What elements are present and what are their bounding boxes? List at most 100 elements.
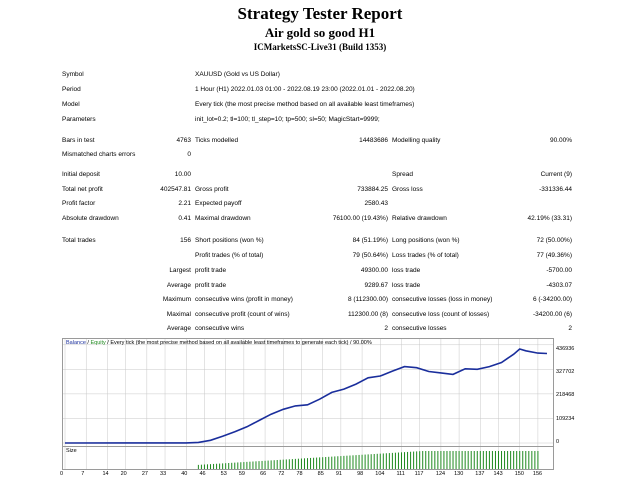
x-tick-label: 111 <box>396 471 405 477</box>
average-profit-value: 9289.67 <box>364 282 389 289</box>
loss-trades-label: Loss trades (% of total) <box>392 252 459 259</box>
size-bar <box>219 463 221 469</box>
size-bar <box>479 451 481 469</box>
size-bar <box>313 457 315 469</box>
mismatch-label: Mismatched charts errors <box>62 151 136 158</box>
size-bar <box>497 451 499 469</box>
net-profit-value: 402547.81 <box>160 186 191 193</box>
size-bar <box>370 454 372 469</box>
size-bar <box>428 451 430 469</box>
size-bar <box>316 457 318 469</box>
relative-drawdown-value: 42.19% (33.31) <box>527 215 572 222</box>
size-bar <box>531 451 533 469</box>
size-bar <box>467 451 469 469</box>
size-bar <box>419 451 421 469</box>
x-tick-label: 117 <box>414 471 424 477</box>
size-bar <box>379 453 381 469</box>
size-label: Size <box>66 448 77 454</box>
size-bar <box>473 451 475 469</box>
x-tick-label: 14 <box>102 471 109 477</box>
y-tick-label: 0 <box>556 439 560 445</box>
x-tick-label: 0 <box>60 471 64 477</box>
deposit-value: 10.00 <box>174 171 191 178</box>
size-bar <box>494 451 496 469</box>
size-bar <box>525 451 527 469</box>
size-bar <box>285 459 287 469</box>
size-bar <box>294 458 296 469</box>
size-bar <box>231 462 233 469</box>
size-bar <box>434 451 436 469</box>
x-tick-label: 91 <box>335 471 342 477</box>
size-bar <box>491 451 493 469</box>
average-label: Average <box>166 282 191 289</box>
size-bar <box>364 454 366 469</box>
parameters-value: init_lot=0.2; tl=100; tl_step=10; tp=500… <box>195 116 380 123</box>
size-bar <box>319 457 321 469</box>
size-bar <box>431 451 433 469</box>
profit-factor-value: 2.21 <box>178 200 191 207</box>
size-bar <box>461 451 463 469</box>
x-tick-label: 143 <box>493 471 503 477</box>
average-consecutive-label: Average <box>166 325 191 332</box>
report-title: Strategy Tester Report <box>237 4 403 23</box>
max-consecutive-wins-value: 8 (112300.00) <box>348 296 388 303</box>
size-bar <box>291 459 293 469</box>
x-tick-label: 59 <box>238 471 245 477</box>
maximal-consecutive-loss-label: consecutive loss (count of losses) <box>392 311 490 318</box>
size-bar <box>464 451 466 469</box>
symbol-label: Symbol <box>62 71 84 78</box>
period-label: Period <box>62 86 81 93</box>
absolute-drawdown-label: Absolute drawdown <box>62 215 119 222</box>
size-bar <box>213 463 215 469</box>
y-tick-label: 327702 <box>556 369 575 375</box>
size-bar <box>276 460 278 469</box>
long-positions-value: 72 (50.00%) <box>536 237 572 244</box>
size-bar <box>303 458 305 469</box>
gross-profit-label: Gross profit <box>195 186 229 193</box>
period-value: 1 Hour (H1) 2022.01.03 01:00 - 2022.08.1… <box>195 86 415 93</box>
size-bar <box>249 461 251 469</box>
size-bar <box>197 464 199 469</box>
legend-separator: / <box>85 340 91 346</box>
x-tick-label: 66 <box>260 471 267 477</box>
balance-chart-svg <box>63 339 553 446</box>
avg-consecutive-wins-label: consecutive wins <box>195 325 245 332</box>
x-tick-label: 98 <box>357 471 364 477</box>
size-bar <box>337 456 339 469</box>
x-tick-label: 46 <box>199 471 206 477</box>
largest-loss-label: loss trade <box>392 267 421 274</box>
quality-label: Modelling quality <box>392 137 441 144</box>
x-tick-label: 7 <box>81 471 85 477</box>
size-bar <box>243 462 245 469</box>
size-bar <box>528 451 530 469</box>
size-bar <box>200 464 202 469</box>
size-bar <box>416 451 418 469</box>
size-bar <box>297 458 299 469</box>
size-bar <box>322 457 324 469</box>
size-bar <box>376 453 378 469</box>
size-bar <box>237 462 239 469</box>
size-bar <box>222 463 224 469</box>
size-bar <box>440 451 442 469</box>
size-bar <box>482 451 484 469</box>
largest-profit-value: 49300.00 <box>360 267 388 274</box>
size-bar <box>413 451 415 469</box>
profit-factor-label: Profit factor <box>62 200 96 207</box>
avg-consecutive-wins-value: 2 <box>384 325 388 332</box>
average-profit-label: profit trade <box>195 282 227 289</box>
y-tick-label: 436936 <box>556 346 575 352</box>
spread-label: Spread <box>392 171 413 178</box>
avg-consecutive-losses-label: consecutive losses <box>392 325 447 332</box>
size-bar <box>470 451 472 469</box>
deposit-label: Initial deposit <box>62 171 100 178</box>
size-bar <box>346 455 348 469</box>
size-bar <box>206 464 208 469</box>
report-subtitle: Air gold so good H1 <box>264 25 376 40</box>
size-bar <box>307 458 309 469</box>
size-bar <box>310 457 312 469</box>
profit-trades-label: Profit trades (% of total) <box>195 252 264 259</box>
model-value: Every tick (the most precise method base… <box>195 101 415 108</box>
size-bar <box>252 461 254 469</box>
bars-label: Bars in test <box>62 137 95 144</box>
size-bar <box>288 459 290 469</box>
